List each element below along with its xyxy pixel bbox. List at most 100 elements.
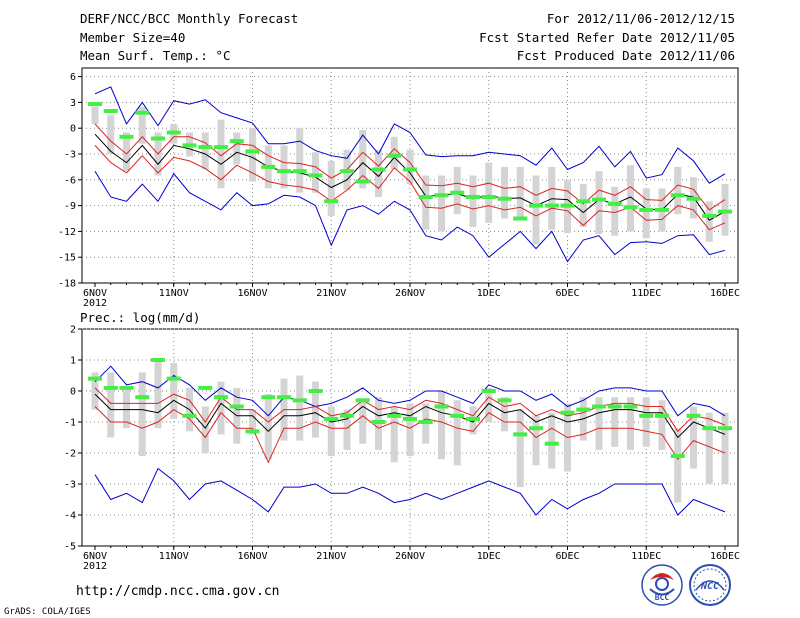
x-tick-label: 6DEC	[555, 288, 579, 299]
observed-marker	[324, 199, 339, 204]
y-tick-label: 6	[70, 72, 76, 83]
observed-marker	[560, 410, 575, 415]
observed-marker	[88, 376, 102, 381]
ensemble-box	[406, 403, 414, 457]
ensemble-mean-line	[94, 133, 726, 221]
y-tick-label: -4	[64, 511, 76, 522]
ensemble-box	[485, 387, 493, 422]
ensemble-box	[359, 129, 367, 189]
ensemble-box	[595, 171, 603, 234]
x-tick-label: 6NOV	[83, 288, 107, 299]
x-tick-label: 16NOV	[237, 551, 267, 562]
ensemble-box	[642, 188, 650, 239]
y-tick-label: 0	[70, 124, 76, 135]
x-tick-year-label: 2012	[83, 561, 107, 572]
bcc-logo-text: BCC	[655, 593, 670, 602]
y-tick-label: -12	[58, 227, 76, 238]
grads-credit: GrADS: COLA/IGES	[4, 607, 91, 617]
prec-chart-title: Prec.: log(mm/d)	[80, 310, 200, 325]
observed-marker	[655, 207, 669, 212]
ensemble-box	[280, 145, 288, 189]
x-tick-label: 11NOV	[159, 288, 189, 299]
y-tick-label: 0	[70, 387, 76, 398]
x-tick-label: 11NOV	[159, 551, 189, 562]
observed-marker	[182, 413, 197, 418]
observed-marker	[670, 454, 685, 459]
ensemble-box	[91, 372, 99, 410]
observed-marker	[607, 404, 622, 409]
ensemble-box	[548, 412, 556, 469]
ensemble-box	[438, 391, 445, 460]
observed-marker	[103, 385, 118, 390]
bcc-logo-icon: BCC	[641, 564, 683, 606]
ensemble-box	[138, 372, 146, 457]
observed-marker	[245, 429, 260, 434]
observed-marker	[639, 207, 654, 212]
observed-marker	[261, 164, 276, 169]
ensemble-box	[690, 406, 697, 469]
ensemble-box	[375, 149, 382, 197]
observed-marker	[214, 395, 228, 400]
observed-marker	[592, 197, 606, 202]
x-tick-label: 21NOV	[316, 551, 346, 562]
ensemble-box	[658, 400, 666, 450]
y-tick-label: 2	[70, 325, 76, 336]
observed-marker	[229, 404, 244, 409]
observed-marker	[576, 199, 591, 204]
observed-marker	[88, 102, 102, 107]
x-tick-label: 1DEC	[477, 551, 501, 562]
y-tick-label: 1	[70, 356, 76, 367]
ensemble-box	[469, 175, 477, 228]
observed-marker	[655, 413, 669, 418]
y-tick-label: -1	[64, 418, 76, 429]
observed-marker	[686, 413, 701, 418]
x-tick-label: 26NOV	[395, 288, 425, 299]
observed-marker	[560, 203, 575, 208]
observed-marker	[119, 134, 134, 139]
ensemble-box	[516, 166, 524, 221]
ensemble-box	[123, 132, 130, 172]
produced-date: Fcst Produced Date 2012/11/06	[517, 48, 735, 63]
observed-marker	[418, 195, 433, 199]
ensemble-box	[485, 162, 493, 223]
ensemble-box	[217, 381, 225, 435]
observed-marker	[403, 167, 417, 172]
y-tick-label: -3	[64, 480, 76, 491]
website-url[interactable]: http://cmdp.ncc.cma.gov.cn	[76, 584, 280, 599]
ensemble-box	[390, 136, 398, 170]
ensemble-box	[532, 415, 540, 466]
ensemble-box	[264, 394, 272, 460]
ensemble-min-line	[94, 467, 726, 516]
observed-marker	[481, 389, 496, 393]
ensemble-box	[627, 165, 634, 232]
ensemble-box	[107, 372, 115, 438]
x-tick-label: 6DEC	[555, 551, 579, 562]
ensemble-box	[516, 409, 524, 488]
observed-marker	[434, 404, 449, 409]
observed-marker	[151, 358, 165, 362]
observed-marker	[245, 149, 260, 154]
ensemble-box	[233, 132, 241, 165]
observed-marker	[229, 139, 244, 144]
observed-marker	[466, 195, 480, 199]
ensemble-box	[217, 119, 225, 189]
ensemble-box	[579, 184, 587, 228]
observed-marker	[355, 179, 370, 184]
ensemble-max-line	[94, 365, 726, 417]
observed-marker	[497, 398, 512, 403]
observed-marker	[387, 413, 402, 418]
observed-marker	[387, 153, 402, 158]
ensemble-box	[359, 400, 367, 444]
observed-marker	[214, 145, 228, 150]
forecast-period: For 2012/11/06-2012/12/15	[547, 11, 735, 26]
observed-marker	[623, 205, 638, 210]
x-tick-label: 11DEC	[631, 551, 661, 562]
observed-marker	[103, 109, 118, 113]
ensemble-box	[705, 201, 713, 242]
observed-marker	[135, 110, 150, 115]
mean-spread-line	[94, 123, 726, 211]
observed-marker	[670, 193, 685, 198]
y-tick-label: -9	[64, 201, 76, 212]
